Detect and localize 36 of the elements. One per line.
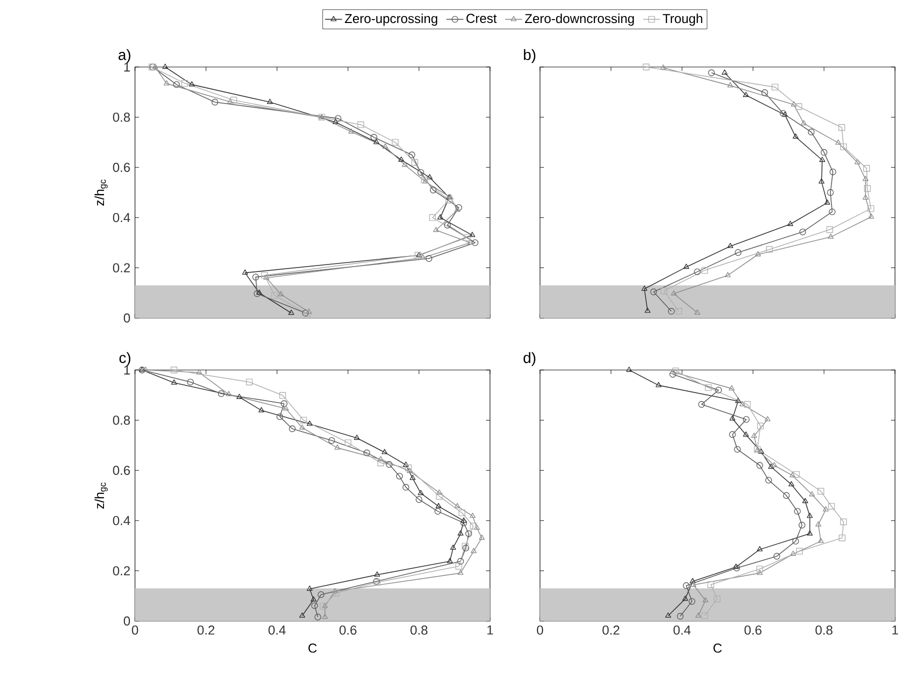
- y-tick-label: 0.4: [112, 213, 130, 222]
- x-tick-label: 0.8: [410, 626, 428, 635]
- x-tick-label: 1: [487, 626, 493, 634]
- y-tick-label: 0.8: [112, 112, 130, 122]
- y-tick-label: 1: [124, 62, 130, 72]
- legend-label: Crest: [466, 14, 497, 23]
- y-axis-title: z/h$_{gc}$: [94, 482, 108, 509]
- legend-label: Zero-upcrossing: [344, 14, 438, 26]
- y-tick-label: 0.2: [112, 566, 130, 576]
- chart-title: c): [119, 352, 130, 366]
- x-tick-label: 0: [536, 626, 544, 635]
- x-axis-title: C: [713, 644, 722, 653]
- x-tick-label: 0.2: [198, 626, 214, 635]
- y-tick-label: 0.4: [112, 516, 130, 526]
- y-tick-label: 0: [124, 616, 130, 626]
- x-axis-title: C: [308, 644, 317, 653]
- chart-title: d): [524, 352, 536, 366]
- y-tick-label: 0.6: [112, 466, 130, 475]
- x-tick-label: 1: [892, 626, 898, 634]
- y-tick-label: 0.6: [112, 162, 130, 172]
- x-tick-label: 0: [132, 626, 138, 635]
- x-tick-label: 0.6: [744, 626, 762, 635]
- legend-label: Trough: [662, 14, 702, 26]
- x-tick-label: 0.4: [674, 626, 691, 635]
- x-tick-label: 0.2: [602, 626, 620, 635]
- x-tick-label: 0.8: [816, 626, 832, 635]
- y-tick-label: 1: [124, 366, 130, 374]
- y-tick-label: 0.2: [112, 263, 130, 272]
- y-tick-label: 0.8: [112, 416, 130, 425]
- chart-title: a): [118, 49, 130, 64]
- y-axis-title: z/h$_{gc}$: [94, 180, 108, 206]
- x-tick-label: 0.6: [340, 626, 356, 635]
- x-tick-label: 0.4: [268, 626, 286, 635]
- chart-title: b): [524, 49, 536, 64]
- legend-label: Zero-downcrossing: [524, 14, 634, 26]
- y-tick-label: 0: [124, 313, 130, 323]
